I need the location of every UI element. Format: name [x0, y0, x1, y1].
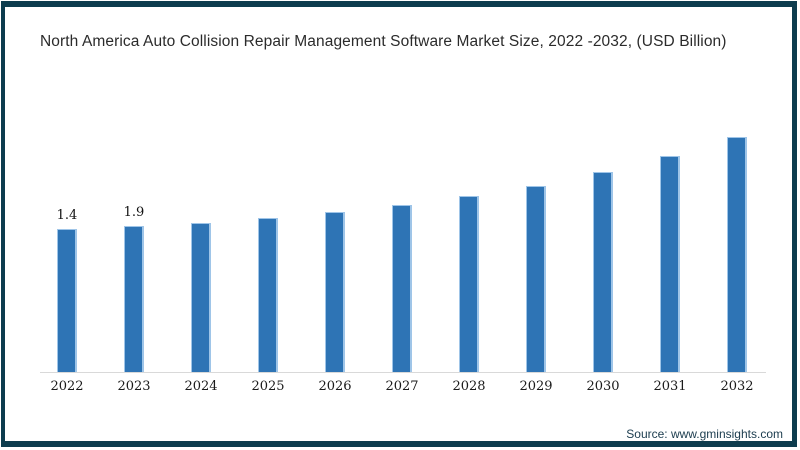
bar-2030 [593, 172, 613, 372]
x-tick-label-2032: 2032 [720, 379, 754, 394]
x-tick-label-2029: 2029 [519, 379, 553, 394]
x-tick-label-2022: 2022 [50, 379, 84, 394]
x-tick-label-2023: 2023 [117, 379, 151, 394]
bar-2027 [392, 205, 412, 372]
x-tick-label-2025: 2025 [251, 379, 285, 394]
source-attribution: Source: www.gminsights.com [626, 427, 783, 441]
bar-2026 [325, 212, 345, 372]
bar-2032 [727, 137, 747, 372]
x-tick-label-2027: 2027 [385, 379, 419, 394]
bar-2028 [459, 196, 479, 372]
bar-2025 [258, 218, 278, 372]
x-tick-label-2028: 2028 [452, 379, 486, 394]
bar-2031 [660, 156, 680, 372]
x-tick-label-2026: 2026 [318, 379, 352, 394]
chart-title: North America Auto Collision Repair Mana… [40, 33, 727, 50]
data-label-2022: 1.4 [56, 208, 78, 223]
bar-2022 [57, 229, 77, 372]
x-axis-line [40, 372, 766, 373]
x-tick-label-2024: 2024 [184, 379, 218, 394]
bar-2023 [124, 226, 144, 372]
data-label-2023: 1.9 [123, 205, 145, 220]
x-tick-label-2031: 2031 [653, 379, 687, 394]
bar-2029 [526, 186, 546, 372]
bar-2024 [191, 223, 211, 372]
x-tick-label-2030: 2030 [586, 379, 620, 394]
